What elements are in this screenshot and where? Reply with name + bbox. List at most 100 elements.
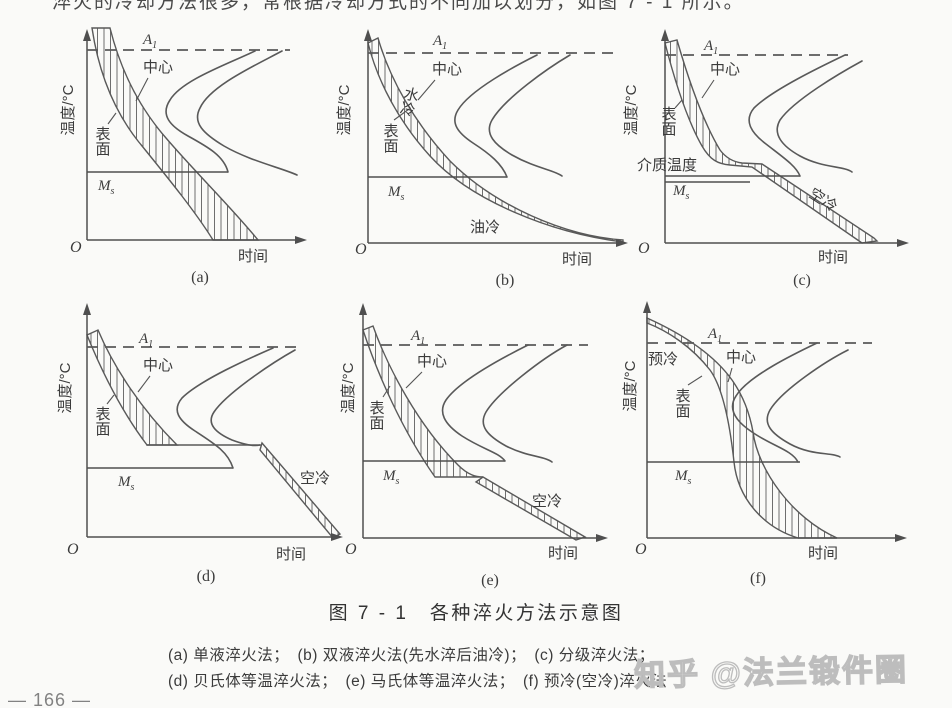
panel-d-bainite-austempering: A1 温度/°C 中心 表面 Ms 空冷 O 时间 (d) <box>57 303 343 585</box>
center-label: 中心 <box>432 61 462 78</box>
origin-label: O <box>345 541 357 558</box>
temp-axis-label: 温度/°C <box>60 84 77 135</box>
c-curve-finish <box>488 54 571 177</box>
time-axis-label: 时间 <box>548 545 578 562</box>
water-cool-label-group: 水冷 <box>397 85 421 118</box>
time-axis-label: 时间 <box>562 251 592 268</box>
a1-label: A1 <box>432 33 447 52</box>
surface-leader-line <box>107 112 117 125</box>
surface-leader-line <box>674 99 683 109</box>
c-curve-start <box>441 344 529 462</box>
center-label: 中心 <box>417 353 447 370</box>
ms-label: Ms <box>382 468 400 487</box>
origin-label: O <box>70 239 82 256</box>
a1-label: A1 <box>138 331 153 350</box>
origin-label: O <box>635 541 647 558</box>
panel-b-double-liquid-quench: A1 温度/°C 中心 水冷 表面 Ms 油冷 O 时间 (b) <box>336 29 628 289</box>
air-cool-label: 空冷 <box>300 470 330 487</box>
center-leader-line <box>135 77 149 102</box>
c-curve-start <box>731 342 818 463</box>
origin-label: O <box>67 541 79 558</box>
surface-leader-line <box>382 385 391 398</box>
oil-cool-label: 油冷 <box>470 219 500 236</box>
surface-label: 表面 <box>368 400 385 430</box>
panel-caption: (b) <box>496 272 515 289</box>
time-axis-label: 时间 <box>818 249 848 266</box>
c-curve-finish <box>210 349 296 447</box>
center-label: 中心 <box>143 357 173 374</box>
c-curve-start <box>176 347 274 469</box>
time-axis-label: 时间 <box>276 546 306 563</box>
origin-label: O <box>638 240 650 257</box>
ms-label: Ms <box>117 474 135 493</box>
surface-label: 表面 <box>382 123 399 153</box>
panel-caption: (d) <box>197 568 216 585</box>
clipped-paragraph-text: 淬火的冷却方法很多，常根据冷却方式的不同加以划分，如图 7 - 1 所示。 <box>52 0 745 13</box>
air-cool-band <box>474 476 587 541</box>
figure-caption-title: 图 7 - 1 各种淬火方法示意图 <box>328 603 624 624</box>
panel-caption: (a) <box>191 269 209 286</box>
air-cool-label: 空冷 <box>532 493 562 510</box>
center-leader-line <box>701 79 715 99</box>
c-curve-finish <box>482 344 568 463</box>
temp-axis-label: 温度/°C <box>336 84 353 135</box>
x-axis-arrow <box>295 236 307 244</box>
center-label: 中心 <box>710 61 740 78</box>
surface-label: 表面 <box>94 406 111 436</box>
panel-caption: (e) <box>481 572 499 589</box>
c-curve-start <box>165 50 256 173</box>
center-label: 中心 <box>143 59 173 76</box>
center-leader-line <box>137 375 151 393</box>
x-axis-arrow <box>895 534 907 542</box>
x-axis-arrow <box>897 239 909 247</box>
time-axis-label: 时间 <box>808 545 838 562</box>
cooling-band <box>367 36 624 243</box>
surface-label: 表面 <box>94 126 111 156</box>
time-axis-label: 时间 <box>238 248 268 265</box>
figure-caption-line2: (d) 贝氏体等温淬火法； (e) 马氏体等温淬火法； (f) 预冷(空冷)淬火… <box>168 673 668 690</box>
medium-temp-label: 介质温度 <box>637 157 697 174</box>
x-axis-arrow <box>596 534 608 542</box>
cooling-band <box>664 39 879 244</box>
air-cool-band <box>259 441 342 539</box>
c-curve-start <box>748 54 846 177</box>
y-axis-arrow <box>83 303 91 315</box>
center-leader-line <box>405 371 423 389</box>
temp-axis-label: 温度/°C <box>622 360 639 411</box>
surface-label: 表面 <box>674 388 691 418</box>
center-label: 中心 <box>726 349 756 366</box>
panel-f-precool-quench: A1 温度/°C 预冷 中心 表面 Ms O 时间 (f) <box>622 301 907 587</box>
panel-caption: (c) <box>793 272 811 289</box>
y-axis-arrow <box>661 29 669 41</box>
surface-leader-line <box>393 108 410 121</box>
surface-leader-line <box>106 394 115 405</box>
origin-label: O <box>355 241 367 258</box>
a1-label: A1 <box>707 326 722 345</box>
y-axis-arrow <box>359 303 367 315</box>
zhihu-watermark: 知乎 @法兰锻件圈 <box>633 651 909 693</box>
cooling-band <box>362 325 484 478</box>
y-axis-arrow <box>83 29 91 41</box>
x-axis-arrow <box>616 239 628 247</box>
center-leader-line <box>417 79 436 101</box>
ms-label: Ms <box>97 178 115 197</box>
c-curve-finish <box>196 50 298 176</box>
panel-c-martempering-stage-quench: A1 温度/°C 中心 表面 介质温度 Ms 空冷 O 时间 (c) <box>623 29 909 289</box>
center-leader-line <box>727 367 733 383</box>
temp-axis-label: 温度/°C <box>623 84 640 135</box>
temp-axis-label: 温度/°C <box>340 362 357 413</box>
y-axis-arrow <box>643 301 651 313</box>
c-curve-finish <box>766 349 849 458</box>
water-cool-label: 水冷 <box>397 85 421 118</box>
temp-axis-label: 温度/°C <box>57 362 74 413</box>
c-curve-start <box>454 54 538 178</box>
figure-caption-line1: (a) 单液淬火法； (b) 双液淬火法(先水淬后油冷)； (c) 分级淬火法； <box>168 647 655 664</box>
cooling-band <box>91 27 260 241</box>
panel-caption: (f) <box>750 570 766 587</box>
precool-label: 预冷 <box>648 351 678 368</box>
ms-label: Ms <box>674 468 692 487</box>
panel-e-martensite-martempering: A1 温度/°C 中心 表面 Ms 空冷 O 时间 (e) <box>340 303 608 589</box>
a1-label: A1 <box>703 38 718 57</box>
quench-diagrams: A1 温度/°C 中心 表面 Ms O 时间 (a) A1 温度/°C 中心 <box>57 27 909 589</box>
